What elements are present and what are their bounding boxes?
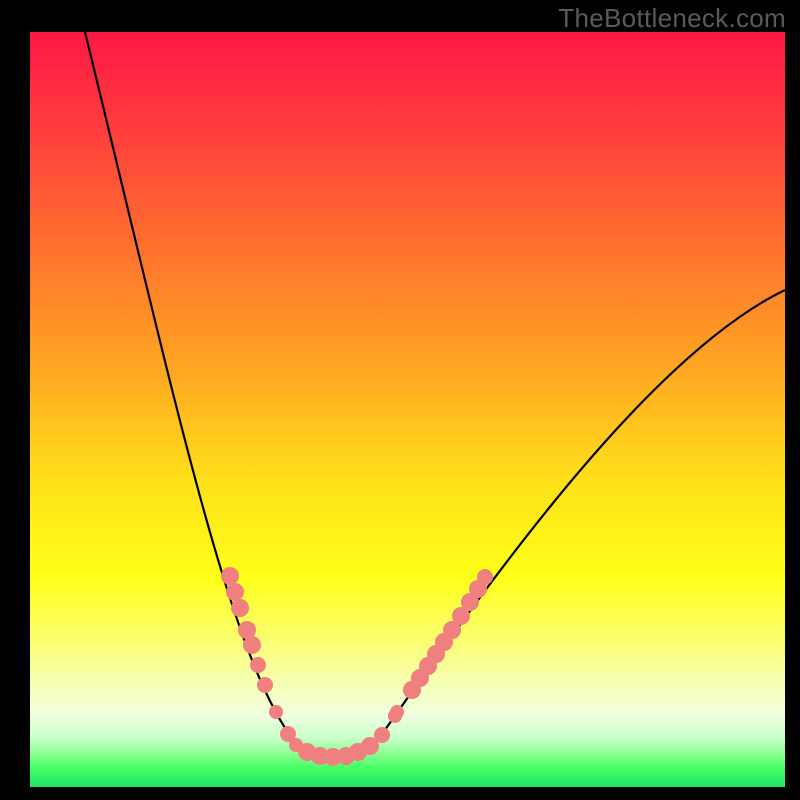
data-point <box>269 705 283 719</box>
data-point <box>374 727 390 743</box>
chart-svg <box>0 0 800 800</box>
data-point <box>388 709 402 723</box>
data-markers <box>221 567 493 766</box>
chart-container: TheBottleneck.com <box>0 0 800 800</box>
data-point <box>231 599 249 617</box>
data-point <box>250 657 266 673</box>
data-point <box>226 583 244 601</box>
watermark-text: TheBottleneck.com <box>558 3 786 34</box>
data-point <box>477 569 493 585</box>
data-point <box>221 567 239 585</box>
data-point <box>257 677 273 693</box>
data-point <box>243 636 261 654</box>
